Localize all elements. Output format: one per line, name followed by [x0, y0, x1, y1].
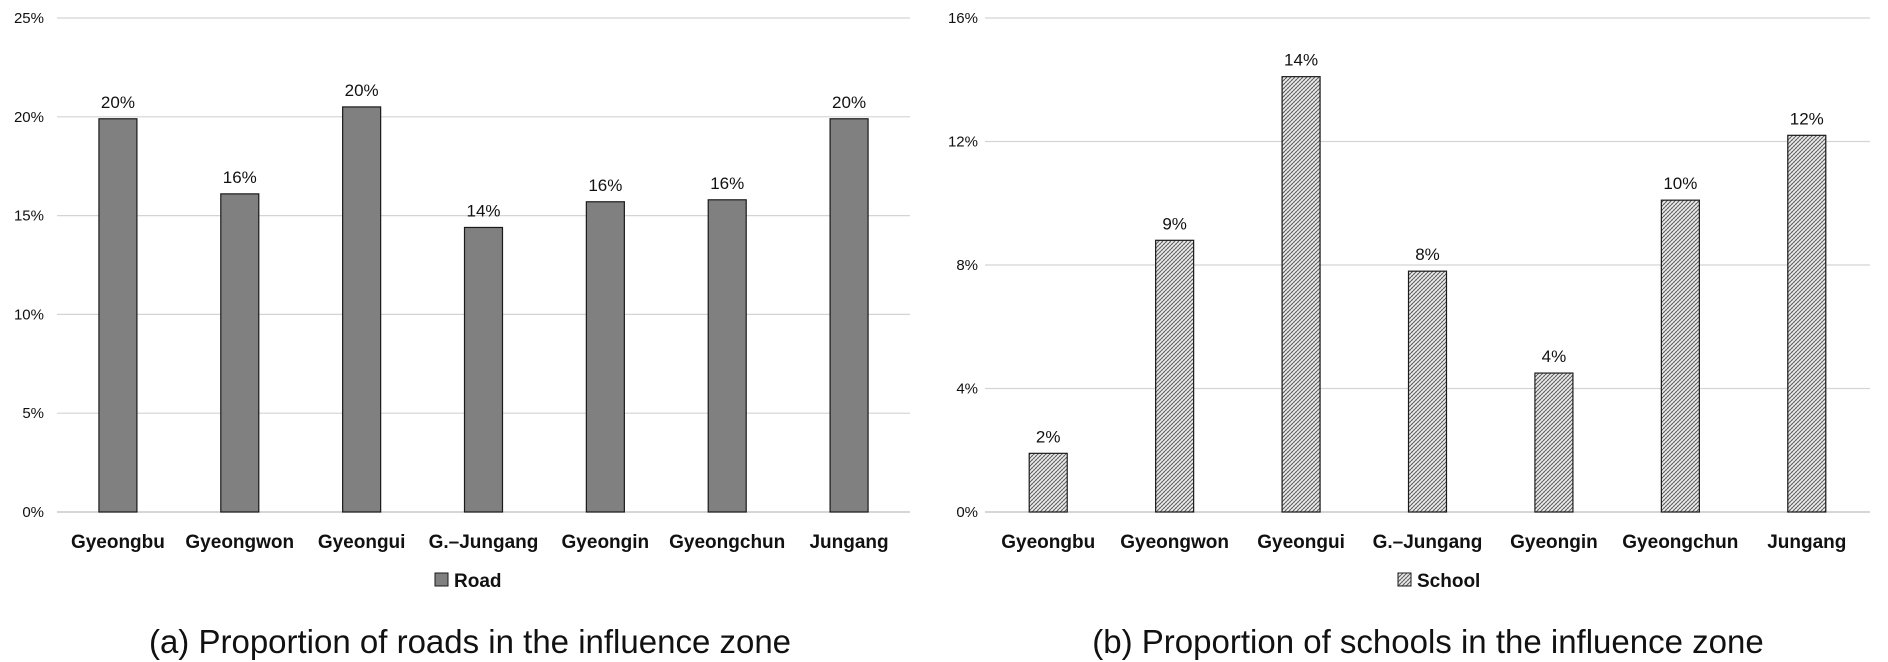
category-labels: Gyeongbu Gyeongwon Gyeongui G.–Jungang Gyeon…	[71, 532, 889, 553]
data-labels: 20% 16% 20% 14% 16% 16% 20%	[101, 81, 866, 221]
bar	[98, 118, 138, 513]
bar	[220, 193, 260, 513]
x-category-label: Gyeongui	[1257, 532, 1345, 553]
data-label: 14%	[466, 201, 500, 220]
legend-swatch	[1397, 572, 1412, 587]
x-category-label: Gyeongbu	[1001, 532, 1095, 553]
data-label: 16%	[223, 168, 257, 187]
legend: School	[1397, 571, 1480, 592]
bar	[585, 201, 625, 513]
y-tick-label: 20%	[14, 109, 44, 126]
data-label: 20%	[832, 93, 866, 112]
y-tick-label: 12%	[948, 134, 978, 151]
data-label: 14%	[1284, 51, 1318, 70]
x-category-label: Gyeongin	[1510, 532, 1598, 553]
x-category-label: G.–Jungang	[429, 532, 539, 553]
bar	[1660, 199, 1700, 513]
x-category-label: Gyeongwon	[1120, 532, 1229, 553]
bar	[1281, 76, 1321, 513]
gridlines	[57, 17, 910, 414]
y-axis-ticks: 0% 4% 8% 12% 16%	[948, 10, 978, 521]
y-tick-label: 8%	[956, 257, 978, 274]
y-axis-ticks: 0% 5% 10% 15% 20% 25%	[14, 10, 44, 521]
data-label: 12%	[1790, 109, 1824, 128]
y-tick-label: 16%	[948, 10, 978, 27]
y-tick-label: 4%	[956, 381, 978, 398]
category-labels: Gyeongbu Gyeongwon Gyeongui G.–Jungang Gyeon…	[1001, 532, 1846, 553]
data-label: 9%	[1162, 214, 1187, 233]
bar	[1407, 270, 1448, 513]
y-tick-label: 0%	[956, 504, 978, 521]
x-category-label: Gyeongwon	[185, 532, 294, 553]
x-category-label: Gyeongin	[562, 532, 650, 553]
bar	[463, 226, 504, 513]
school-proportion-chart: 0%4%8%12%16% 2%9%14%8%4%10%12% Gyeongbu G…	[948, 10, 1870, 660]
x-category-label: Gyeongui	[318, 532, 406, 553]
bar	[1155, 239, 1195, 513]
data-labels: 2% 9% 14% 8% 4% 10% 12%	[1036, 51, 1824, 447]
bar	[342, 106, 382, 513]
y-tick-label: 5%	[22, 405, 44, 422]
x-category-label: G.–Jungang	[1373, 532, 1483, 553]
data-label: 2%	[1036, 427, 1061, 446]
y-tick-label: 10%	[14, 306, 44, 323]
bar	[707, 199, 747, 513]
bars	[98, 106, 869, 513]
x-category-label: Gyeongchun	[669, 532, 785, 553]
x-category-label: Gyeongbu	[71, 532, 165, 553]
data-label: 4%	[1542, 347, 1567, 366]
data-label: 8%	[1415, 245, 1440, 264]
y-tick-label: 25%	[14, 10, 44, 27]
data-label: 20%	[345, 81, 379, 100]
chart-caption: (b) Proportion of schools in the influen…	[1092, 623, 1763, 660]
x-category-label: Jungang	[809, 532, 888, 553]
road-proportion-chart: 0% 5% 10% 15% 20% 25% 20% 16% 20% 14% 16% 16% 20% G…	[14, 10, 910, 660]
data-label: 20%	[101, 93, 135, 112]
bars	[1028, 76, 1827, 513]
chart-caption: (a) Proportion of roads in the influence…	[149, 623, 791, 660]
bar	[1787, 134, 1827, 513]
bar	[829, 118, 869, 513]
y-tick-label: 0%	[22, 504, 44, 521]
data-label: 10%	[1663, 174, 1697, 193]
data-label: 16%	[710, 174, 744, 193]
y-tick-label: 15%	[14, 208, 44, 225]
x-category-label: Jungang	[1767, 532, 1846, 553]
legend-label: Road	[454, 571, 502, 592]
bar	[1534, 372, 1574, 513]
legend-swatch	[434, 572, 449, 587]
bar	[1028, 452, 1068, 513]
x-category-label: Gyeongchun	[1622, 532, 1738, 553]
data-label: 16%	[588, 176, 622, 195]
legend-label: School	[1417, 571, 1480, 592]
legend: Road	[434, 571, 502, 592]
